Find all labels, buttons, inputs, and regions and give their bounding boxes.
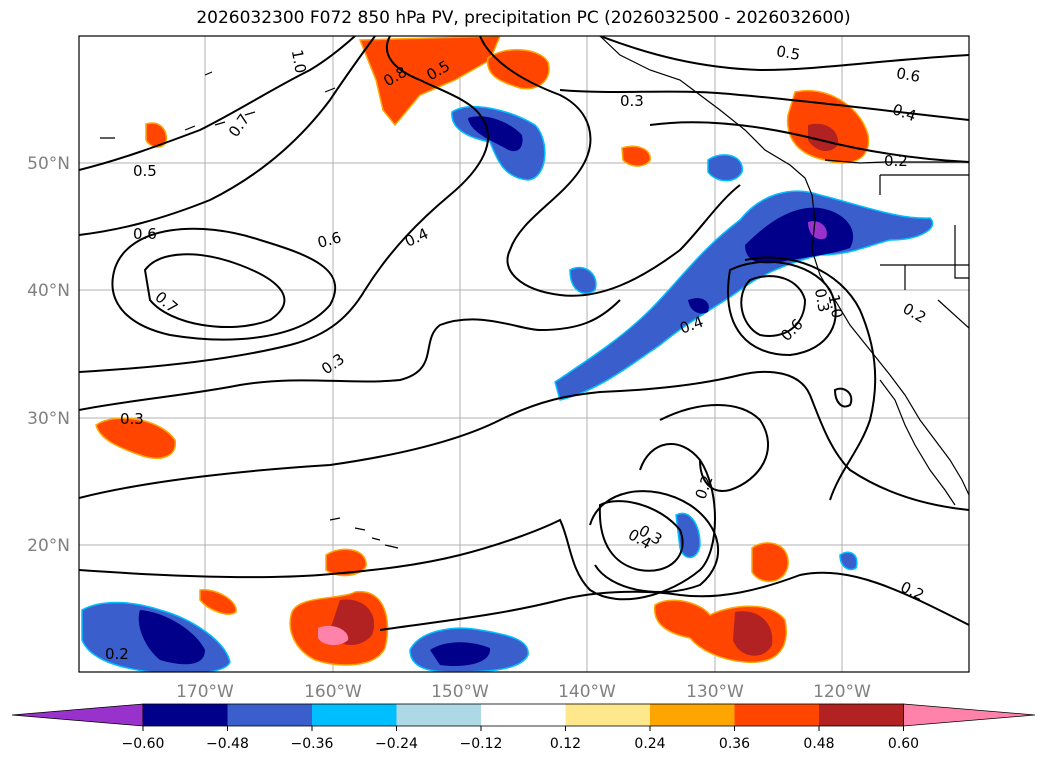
lat-label-50n: 50°N xyxy=(27,154,70,174)
contour-label: 0.5 xyxy=(133,162,157,180)
contour-b xyxy=(79,36,376,236)
contour-i xyxy=(559,89,969,121)
contour-e xyxy=(111,227,337,341)
colorbar-tick-label: −0.36 xyxy=(291,736,334,752)
precip-core-ne-pacific xyxy=(468,116,523,152)
contour-label: 0.2 xyxy=(884,152,908,170)
colorbar-extend-min xyxy=(11,703,144,727)
colorbar-segment xyxy=(481,704,566,726)
coastline-aleutians xyxy=(100,71,336,139)
border-canada-us xyxy=(824,159,969,164)
coastline-baja xyxy=(879,379,956,506)
precip-blob-gulf-alaska xyxy=(358,36,501,127)
precip-peak-california-plume xyxy=(808,221,827,240)
precip-blob-40n-140w xyxy=(569,266,597,295)
precip-core-south-east xyxy=(733,611,773,656)
colorbar-segment xyxy=(734,704,820,726)
lat-label-20n: 20°N xyxy=(27,536,70,556)
contour-label: 1.0 xyxy=(288,48,310,75)
contour-label: 0.5 xyxy=(775,42,802,64)
colorbar-tick-label: −0.48 xyxy=(206,736,249,752)
contour-label: 0.3 xyxy=(120,410,144,428)
precip-core-bc-coast xyxy=(808,123,839,152)
precip-core-sw-corner xyxy=(138,610,205,665)
precip-negative-areas xyxy=(81,105,934,672)
state-borders xyxy=(879,174,969,329)
precip-core-south-center xyxy=(430,642,491,667)
contour-m xyxy=(744,256,877,501)
contour-j xyxy=(649,121,969,163)
contour-label: 0.3 xyxy=(620,92,644,110)
colorbar-tick-label: −0.60 xyxy=(122,736,165,752)
colorbar-tick-label: −0.24 xyxy=(375,736,418,752)
colorbar-tick-label: 0.60 xyxy=(888,736,919,752)
precip-blob-alaska-east xyxy=(486,48,550,90)
precip-blob-baja-west xyxy=(751,542,789,582)
contour-label: 1.0 xyxy=(825,293,847,320)
precip-core-california-plume xyxy=(745,207,854,264)
precip-blob-west-30n xyxy=(95,417,176,459)
map-frame xyxy=(78,35,970,673)
contour-l xyxy=(727,260,837,357)
precip-blob-mid-pacific xyxy=(621,145,651,167)
lon-label-170w: 170°W xyxy=(176,682,234,702)
colorbar-segment xyxy=(819,704,904,726)
precip-blob-west-15n xyxy=(199,589,237,615)
lon-label-130w: 130°W xyxy=(686,682,744,702)
contour-d xyxy=(143,253,286,329)
contour-label: 0.6 xyxy=(133,225,157,243)
lon-label-140w: 140°W xyxy=(558,682,616,702)
lat-label-30n: 30°N xyxy=(27,409,70,429)
contour-s xyxy=(659,404,770,492)
colorbar-tick-label: −0.12 xyxy=(460,736,503,752)
colorbar-segment xyxy=(565,704,651,726)
colorbar: −0.60 −0.48 −0.36 −0.24 −0.12 0.12 0.24 0.36 0.4… xyxy=(11,703,1036,752)
lon-label-150w: 150°W xyxy=(431,682,489,702)
precip-peak-south-hawaii xyxy=(318,625,349,646)
contour-a xyxy=(79,36,356,171)
precip-blob-20n-119w xyxy=(839,551,858,571)
map-title: 2026032300 F072 850 hPa PV, precipitatio… xyxy=(196,8,851,28)
contour-label: 0.3 xyxy=(811,287,833,314)
lon-label-120w: 120°W xyxy=(813,682,871,702)
precip-positive-areas xyxy=(95,36,870,666)
contour-h xyxy=(599,36,969,72)
contour-c xyxy=(79,36,490,373)
precip-core-offshore-ca xyxy=(688,298,709,314)
lat-label-40n: 40°N xyxy=(27,281,70,301)
precip-blob-vancouver xyxy=(707,154,743,182)
colorbar-tick-label: 0.12 xyxy=(550,736,581,752)
contour-label: 0.6 xyxy=(316,228,344,252)
lat-labels: 50°N 40°N 30°N 20°N xyxy=(27,154,70,556)
colorbar-segment xyxy=(227,704,313,726)
colorbar-segment xyxy=(143,704,228,726)
colorbar-segment xyxy=(650,704,735,726)
contour-p xyxy=(598,500,684,572)
contour-n xyxy=(79,370,969,511)
colorbar-extend-max xyxy=(903,703,1036,727)
contour-label: 0.6 xyxy=(895,64,922,86)
colorbar-frame xyxy=(142,703,904,727)
colorbar-segment xyxy=(312,704,397,726)
lon-labels: 170°W 160°W 150°W 140°W 130°W 120°W xyxy=(176,682,871,702)
colorbar-segment xyxy=(396,704,482,726)
coastline-hawaii xyxy=(329,517,399,549)
lon-label-160w: 160°W xyxy=(304,682,362,702)
colorbar-tick-label: 0.48 xyxy=(803,736,834,752)
contour-label: 0.2 xyxy=(105,645,129,663)
contour-r xyxy=(379,571,969,631)
contour-q xyxy=(589,490,719,594)
contour-f xyxy=(79,299,621,411)
colorbar-tick-label: 0.36 xyxy=(719,736,750,752)
contour-k xyxy=(740,275,807,337)
colorbar-tick-label: 0.24 xyxy=(634,736,665,752)
contour-t xyxy=(833,387,853,408)
contour-g xyxy=(479,36,741,297)
pv-contours xyxy=(79,36,969,631)
